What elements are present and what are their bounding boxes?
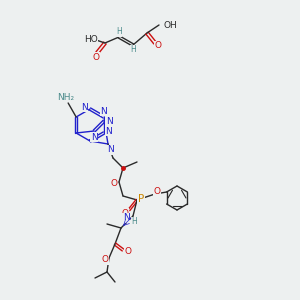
Text: H: H (130, 46, 136, 55)
Text: N: N (81, 103, 87, 112)
Text: N: N (123, 214, 129, 223)
Text: N: N (106, 116, 112, 125)
Text: H: H (116, 28, 122, 37)
Text: P: P (138, 194, 144, 204)
Text: O: O (154, 41, 161, 50)
Text: OH: OH (163, 20, 177, 29)
Text: H: H (131, 218, 137, 226)
Text: N: N (100, 106, 107, 116)
Text: N: N (106, 127, 112, 136)
Text: HO: HO (84, 34, 98, 43)
Text: N: N (91, 133, 98, 142)
Text: N: N (106, 146, 113, 154)
Text: O: O (92, 52, 100, 62)
Text: O: O (124, 247, 131, 256)
Text: O: O (122, 208, 128, 217)
Text: O: O (101, 256, 109, 265)
Text: O: O (110, 179, 118, 188)
Text: O: O (154, 188, 160, 196)
Text: NH₂: NH₂ (58, 92, 75, 101)
